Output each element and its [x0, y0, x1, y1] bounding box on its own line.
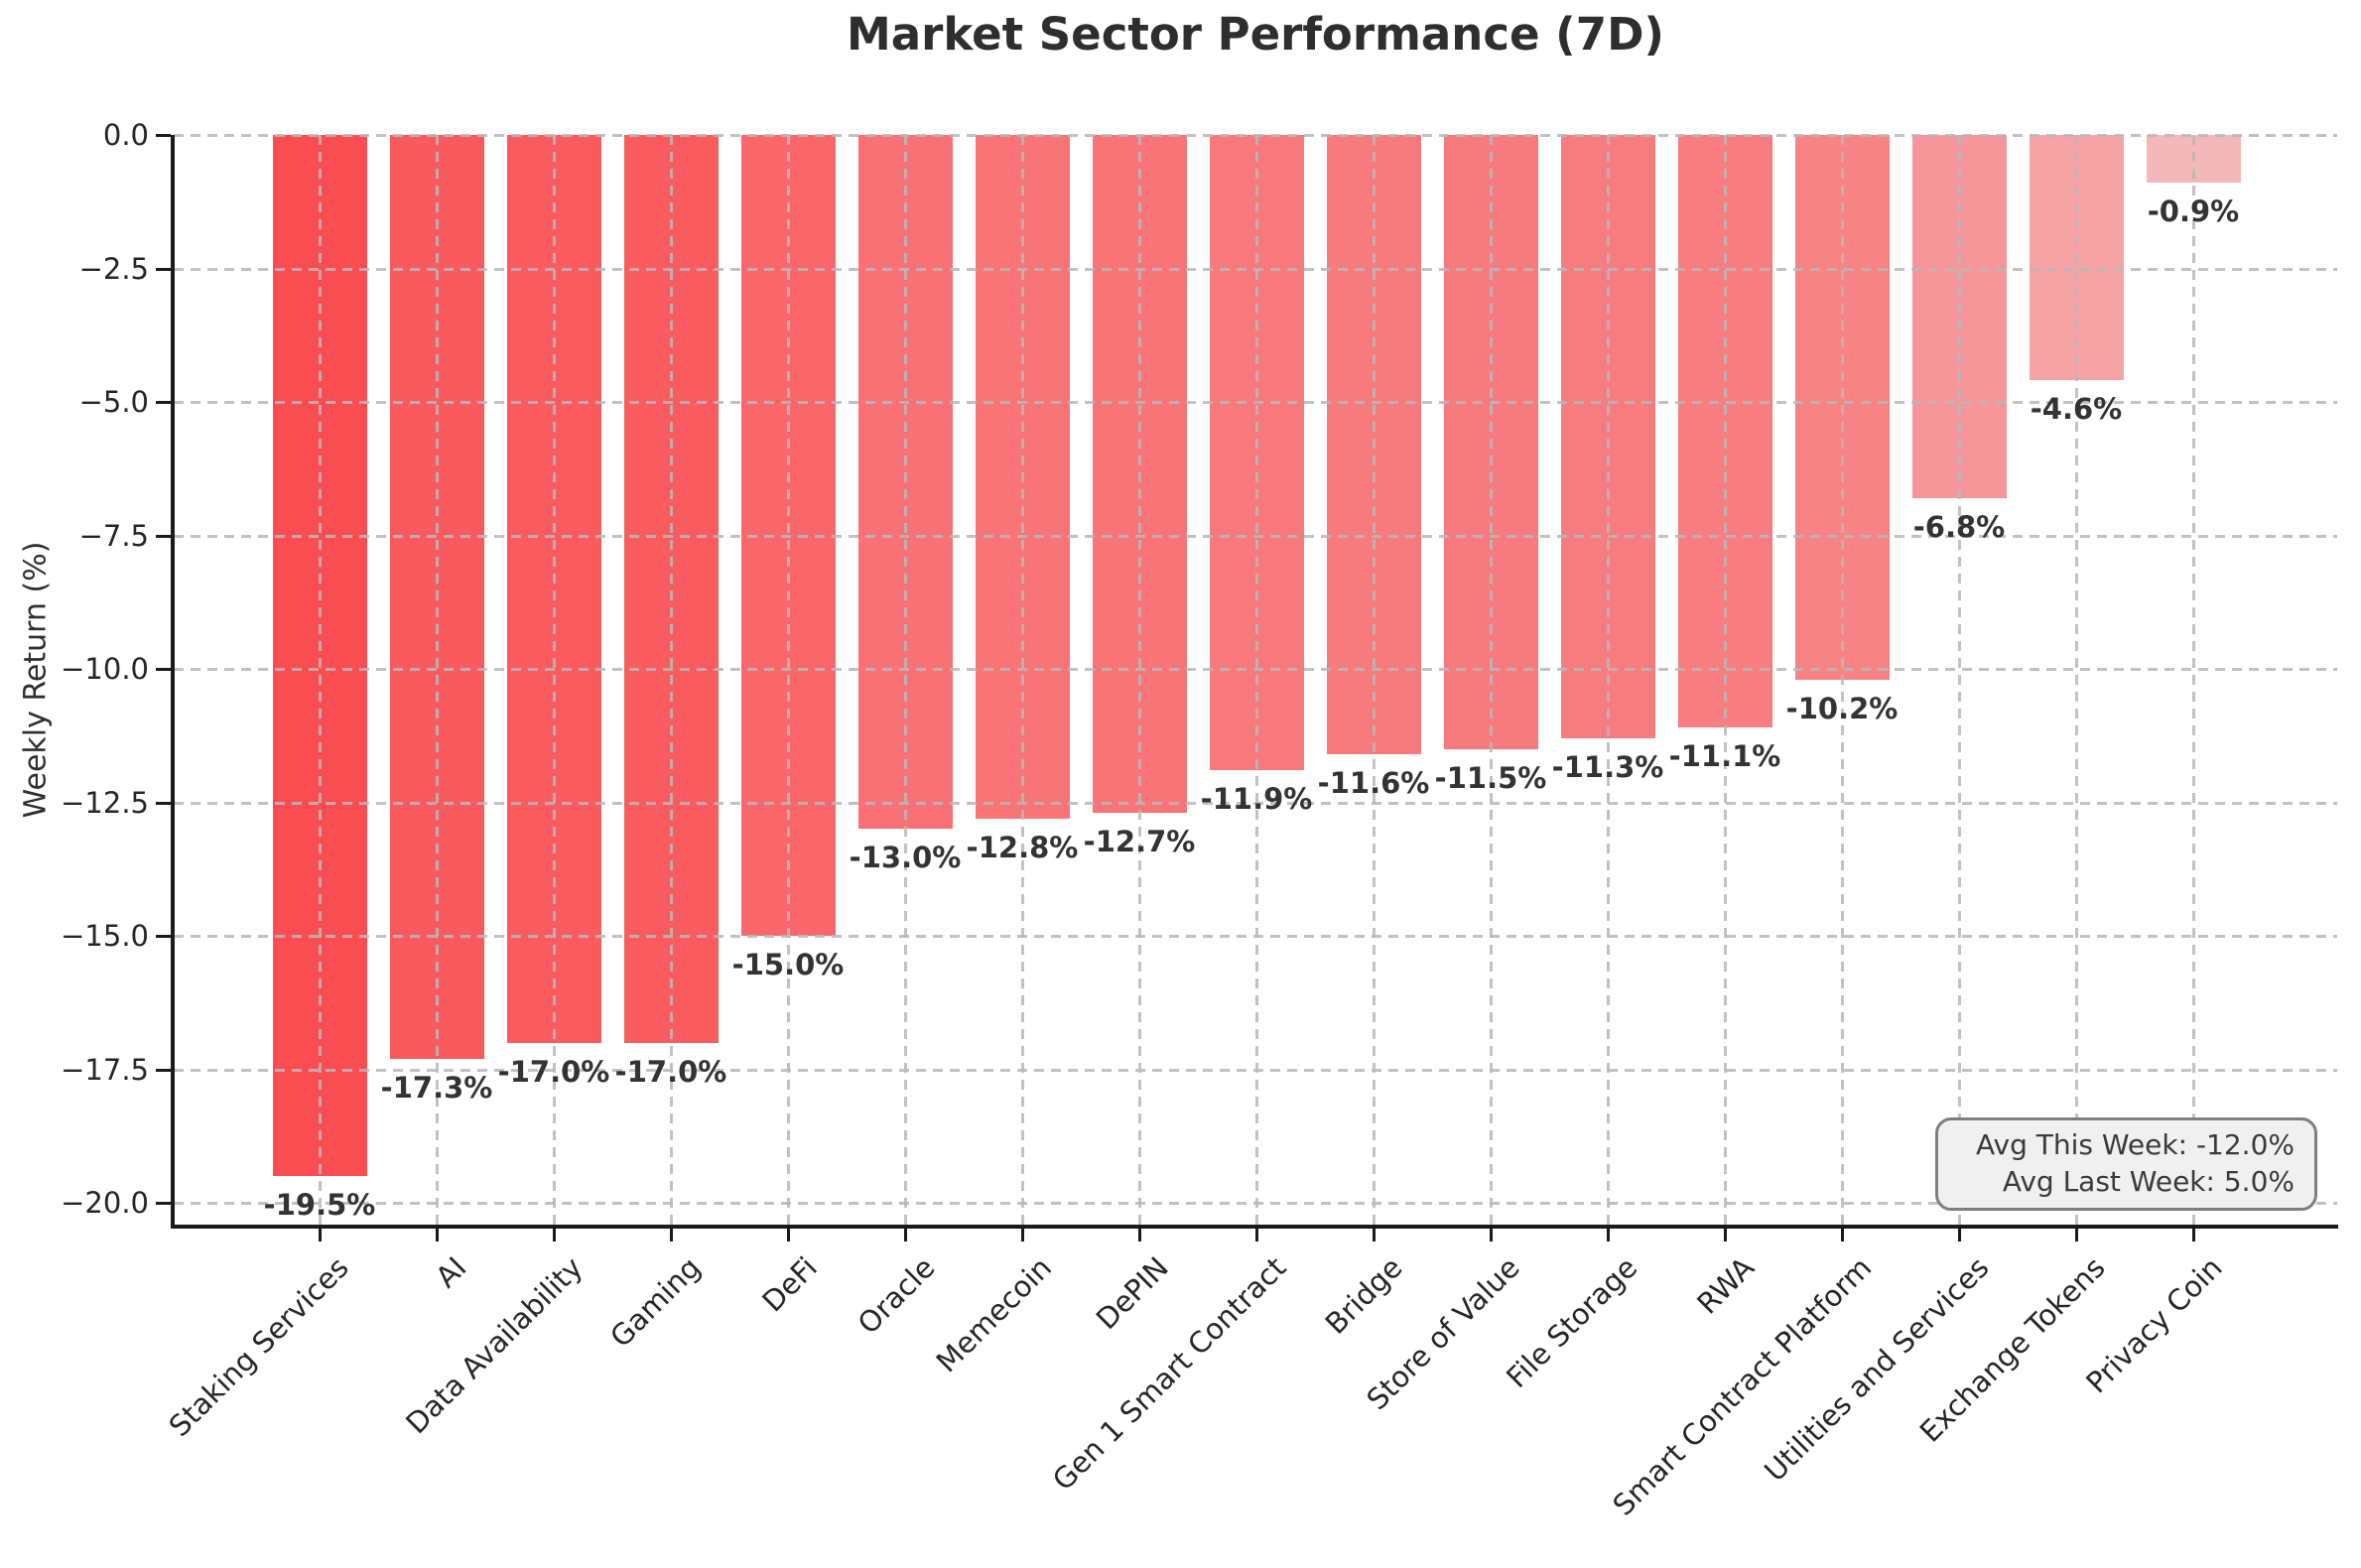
x-axis-tick	[787, 1228, 790, 1241]
x-axis-tick	[2075, 1228, 2078, 1241]
x-axis-tick	[1724, 1228, 1727, 1241]
bar-value-label: -15.0%	[731, 948, 845, 981]
gridline-vertical	[787, 135, 790, 1225]
x-axis-spine	[171, 1225, 2338, 1229]
x-tick-label: Oracle	[851, 1250, 942, 1341]
y-axis-tick	[156, 668, 171, 671]
y-axis-tick	[156, 1068, 171, 1072]
x-tick-label: Staking Services	[162, 1250, 356, 1444]
x-axis-tick	[1958, 1228, 1961, 1241]
gridline-vertical	[1490, 135, 1493, 1225]
x-axis-tick	[1490, 1228, 1493, 1241]
x-axis-tick	[904, 1228, 907, 1241]
y-tick-label: −7.5	[78, 518, 149, 553]
y-axis-tick	[156, 134, 171, 137]
x-tick-label: DePIN	[1089, 1250, 1176, 1337]
gridline-vertical	[1958, 135, 1961, 1225]
gridline-vertical	[553, 135, 556, 1225]
bar-value-label: -6.8%	[1912, 509, 2006, 544]
x-tick-label: RWA	[1690, 1250, 1762, 1321]
x-axis-tick	[553, 1228, 556, 1241]
x-tick-label: Gaming	[602, 1250, 708, 1355]
bar-value-label: -12.7%	[1083, 825, 1196, 859]
gridline-vertical	[1255, 135, 1258, 1225]
y-axis-tick	[156, 401, 171, 404]
averages-annotation-box: Avg This Week: -12.0% Avg Last Week: 5.0…	[1935, 1117, 2317, 1211]
y-axis-tick	[156, 935, 171, 938]
bar-value-label: -17.0%	[497, 1054, 610, 1089]
x-tick-label: Gen 1 Smart Contract	[1045, 1250, 1293, 1498]
chart-title: Market Sector Performance (7D)	[847, 8, 1664, 61]
y-tick-label: −15.0	[61, 919, 149, 953]
bar-value-label: -11.1%	[1668, 739, 1781, 774]
y-tick-label: −5.0	[78, 385, 149, 419]
x-tick-label: DeFi	[755, 1250, 825, 1319]
gridline-vertical	[904, 135, 907, 1225]
x-axis-tick	[1841, 1228, 1844, 1241]
x-axis-tick	[1255, 1228, 1258, 1241]
y-axis-tick	[156, 534, 171, 538]
y-axis-tick	[156, 267, 171, 271]
y-tick-label: 0.0	[102, 118, 149, 152]
x-tick-label: AI	[428, 1250, 473, 1295]
gridline-vertical	[670, 135, 673, 1225]
y-tick-label: −10.0	[61, 652, 149, 686]
x-tick-label: Data Availability	[399, 1250, 590, 1441]
x-tick-label: Memecoin	[929, 1250, 1059, 1379]
y-axis-spine	[171, 135, 175, 1229]
bar-value-label: -11.3%	[1551, 749, 1664, 784]
x-axis-tick	[1021, 1228, 1024, 1241]
gridline-vertical	[1607, 135, 1610, 1225]
gridline-vertical	[1021, 135, 1024, 1225]
gridline-vertical	[319, 135, 322, 1225]
bar-value-label: -10.2%	[1785, 691, 1899, 725]
bar-value-label: -0.9%	[2147, 195, 2240, 229]
x-axis-tick	[670, 1228, 673, 1241]
bar-value-label: -11.5%	[1434, 760, 1547, 795]
y-tick-label: −2.5	[78, 251, 149, 286]
bar-value-label: -4.6%	[2030, 392, 2123, 427]
annotation-line-avg-last-week: Avg Last Week: 5.0%	[2002, 1165, 2295, 1198]
bar-value-label: -11.6%	[1317, 766, 1430, 801]
y-tick-label: −17.5	[61, 1052, 149, 1087]
x-axis-tick	[2192, 1228, 2195, 1241]
y-tick-label: −12.5	[61, 785, 149, 820]
gridline-vertical	[1841, 135, 1844, 1225]
gridline-vertical	[2192, 135, 2195, 1225]
gridline-vertical	[2075, 135, 2078, 1225]
bar-value-label: -19.5%	[263, 1188, 376, 1223]
y-tick-label: −20.0	[61, 1186, 149, 1220]
bar-value-label: -12.8%	[966, 830, 1079, 864]
bar-value-label: -17.3%	[380, 1070, 493, 1105]
y-axis-tick	[156, 1202, 171, 1205]
y-axis-tick	[156, 801, 171, 805]
gridline-vertical	[436, 135, 439, 1225]
gridline-vertical	[1373, 135, 1376, 1225]
bar-value-label: -11.9%	[1200, 782, 1313, 817]
x-tick-label: Bridge	[1319, 1250, 1410, 1341]
bar-value-label: -13.0%	[849, 841, 962, 875]
x-axis-tick	[1607, 1228, 1610, 1241]
gridline-vertical	[1138, 135, 1141, 1225]
x-axis-tick	[1373, 1228, 1376, 1241]
annotation-line-avg-this-week: Avg This Week: -12.0%	[1976, 1128, 2295, 1162]
x-tick-label: Utilities and Services	[1757, 1250, 1996, 1489]
bar-value-label: -17.0%	[614, 1054, 727, 1089]
gridline-vertical	[1724, 135, 1727, 1225]
x-axis-tick	[319, 1228, 322, 1241]
x-axis-tick	[436, 1228, 439, 1241]
x-axis-tick	[1138, 1228, 1141, 1241]
